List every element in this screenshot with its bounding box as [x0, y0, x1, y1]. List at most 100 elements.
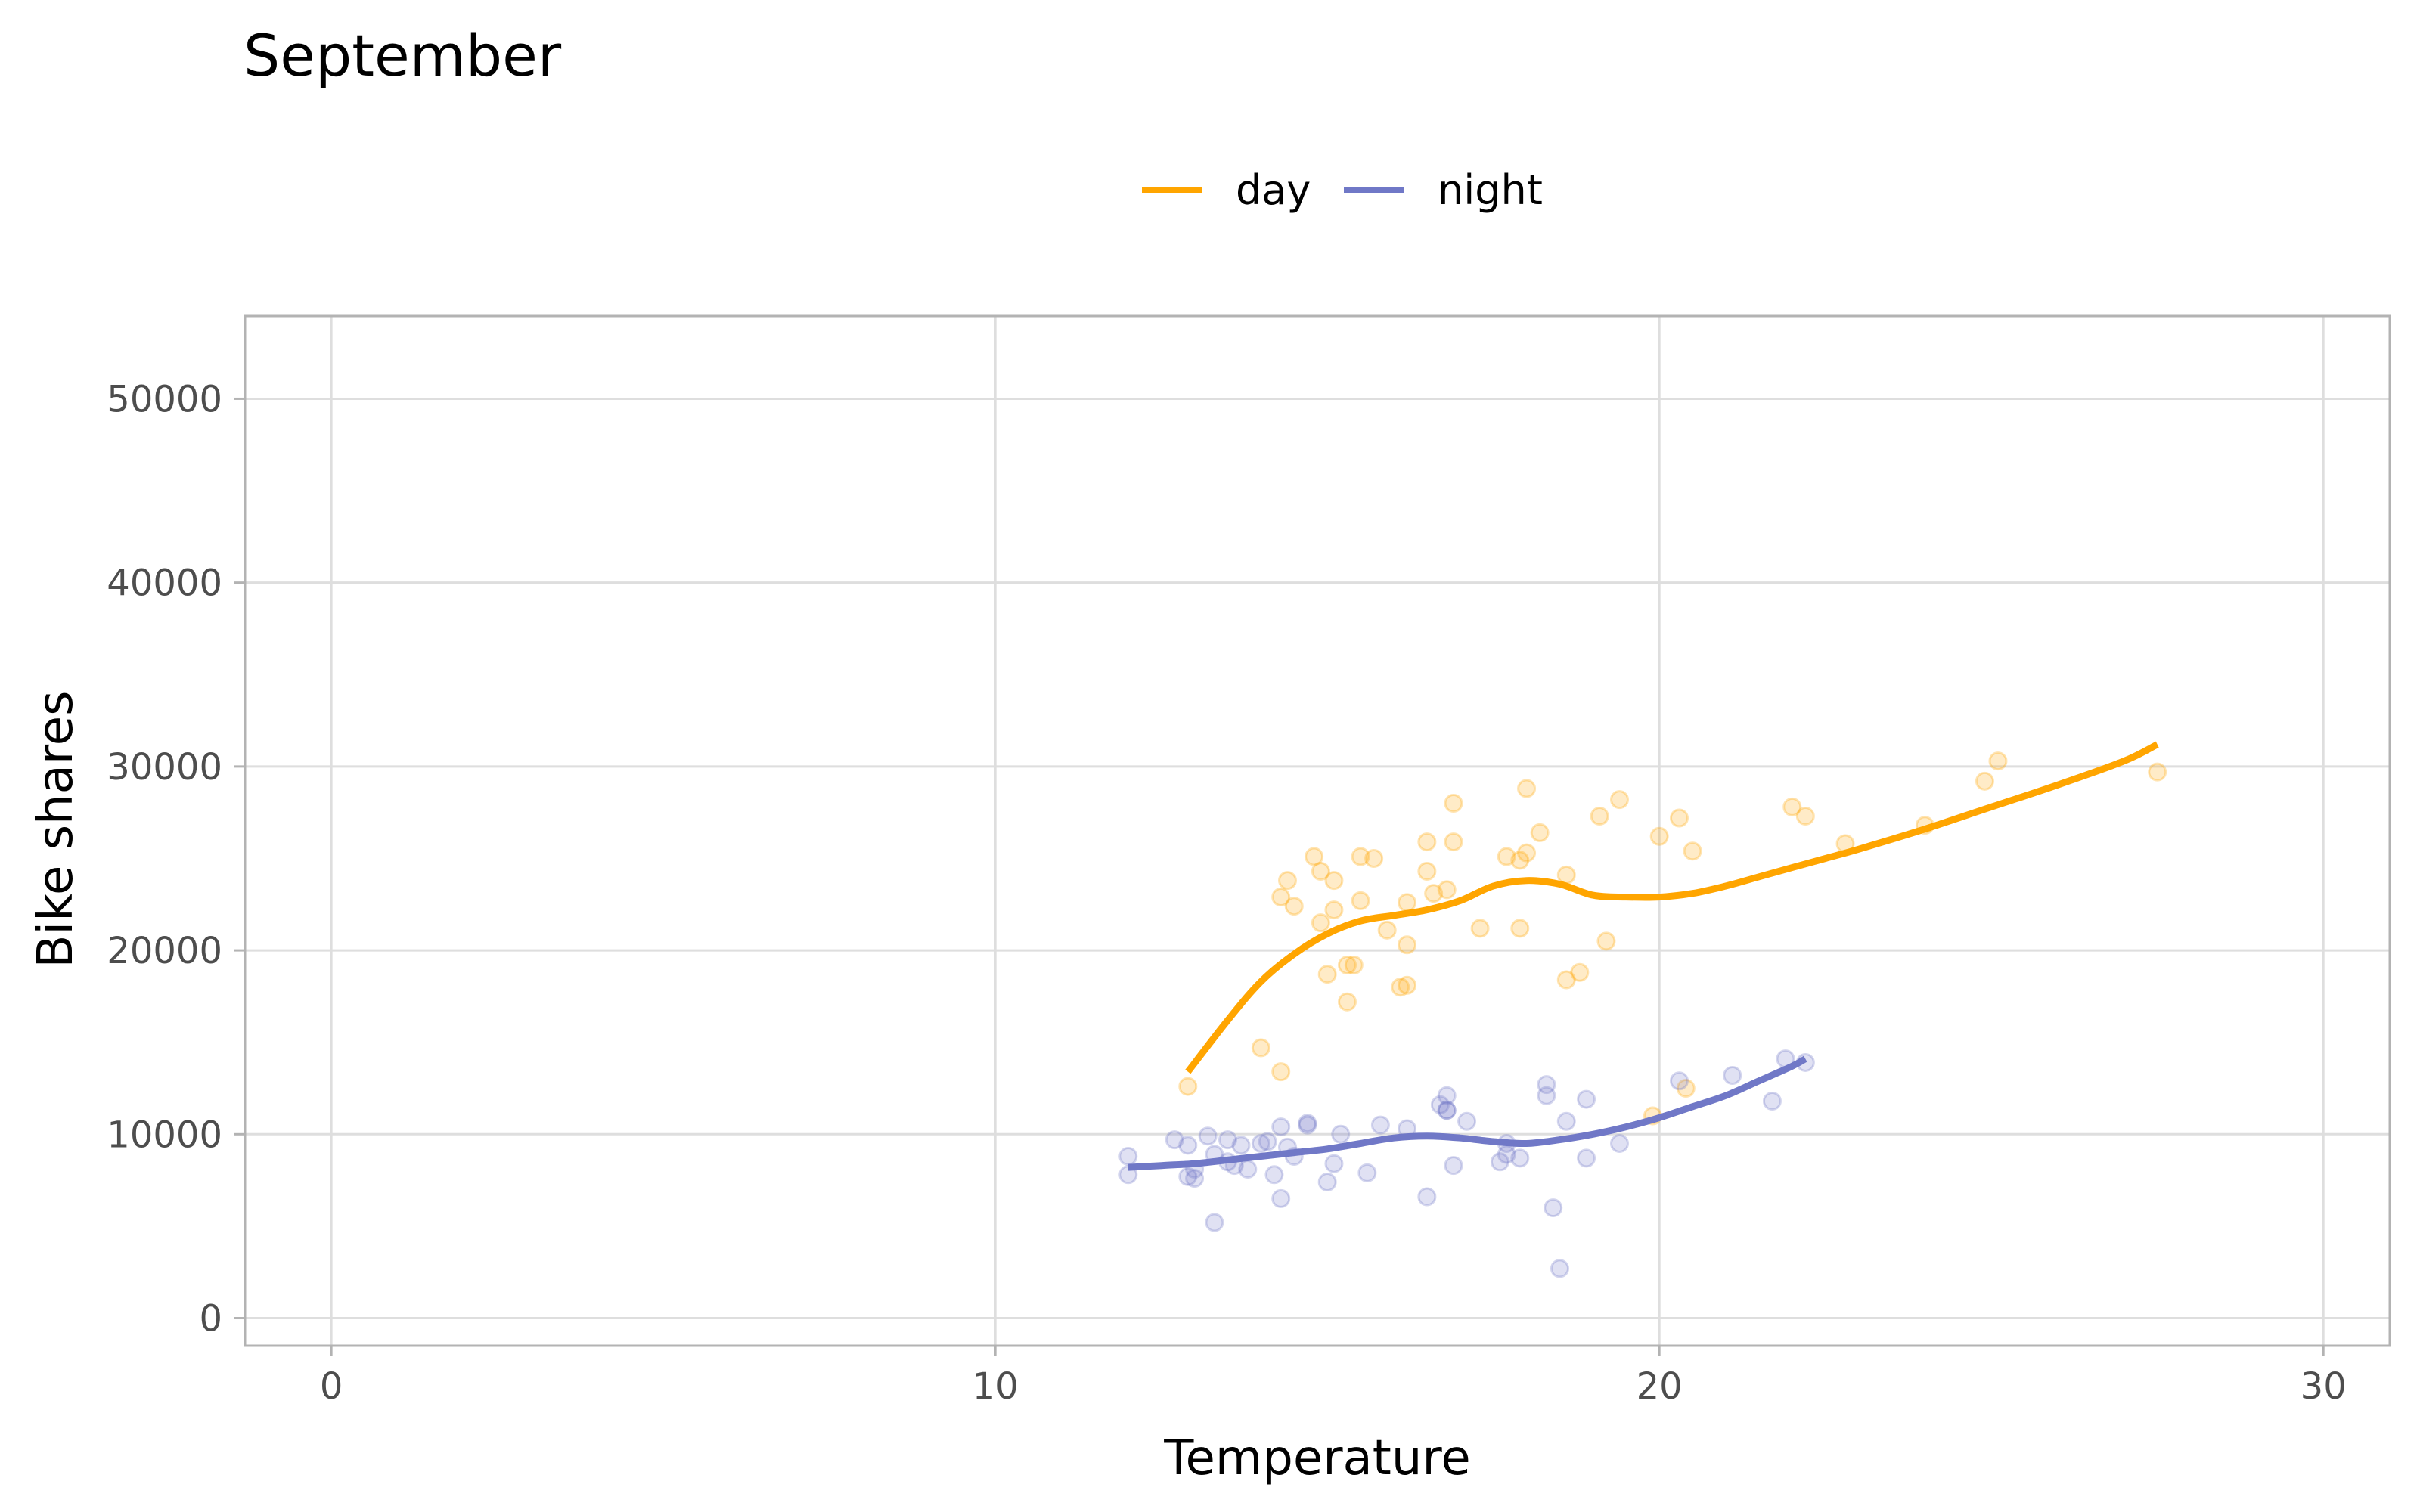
- data-point-night: [1258, 1132, 1277, 1151]
- data-point-day: [1284, 897, 1304, 916]
- data-point-day: [1377, 920, 1397, 940]
- chart-title: September: [244, 22, 562, 89]
- y-tick-label: 0: [199, 1298, 222, 1340]
- data-point-day: [1317, 965, 1337, 984]
- data-point-night: [1165, 1130, 1184, 1150]
- data-point-day: [1975, 771, 1994, 791]
- data-point-night: [1670, 1071, 1689, 1091]
- data-point-day: [1497, 847, 1516, 866]
- data-point-night: [1490, 1152, 1509, 1172]
- data-point-night: [1723, 1065, 1742, 1085]
- data-point-night: [1556, 1111, 1576, 1131]
- data-point-night: [1430, 1095, 1450, 1114]
- data-point-day: [1424, 884, 1444, 903]
- data-point-night: [1510, 1148, 1530, 1168]
- data-point-night: [1185, 1169, 1205, 1188]
- trend-line-night: [1128, 1055, 1807, 1171]
- x-tick-label: 20: [1637, 1365, 1683, 1408]
- data-point-day: [1344, 956, 1364, 975]
- data-point-night: [1417, 1187, 1437, 1207]
- y-tick-label: 10000: [107, 1114, 222, 1156]
- data-point-day: [1609, 790, 1629, 810]
- data-point-night: [1497, 1145, 1516, 1164]
- data-point-day: [1782, 797, 1802, 816]
- y-tick-label: 20000: [107, 930, 222, 972]
- data-point-night: [1550, 1259, 1569, 1278]
- data-point-day: [1444, 832, 1463, 852]
- data-point-night: [1577, 1148, 1596, 1168]
- data-point-day: [1338, 956, 1357, 975]
- data-point-night: [1231, 1136, 1251, 1155]
- y-tick-label: 40000: [107, 562, 222, 605]
- data-point-day: [1391, 978, 1410, 997]
- data-point-day: [1596, 931, 1616, 951]
- y-tick-label: 30000: [107, 746, 222, 789]
- scatter-points: [1118, 751, 2167, 1278]
- data-point-night: [1437, 1086, 1457, 1105]
- data-point-night: [1357, 1163, 1377, 1182]
- data-point-night: [1271, 1117, 1291, 1137]
- legend: day night: [1142, 166, 1543, 214]
- data-point-night: [1577, 1089, 1596, 1109]
- data-point-day: [1510, 850, 1530, 870]
- data-point-day: [1570, 962, 1590, 982]
- data-point-day: [1398, 935, 1417, 955]
- data-point-day: [1311, 913, 1330, 933]
- data-point-day: [1649, 826, 1669, 846]
- data-point-day: [1364, 848, 1384, 868]
- data-point-night: [1444, 1156, 1463, 1176]
- y-tick-label: 50000: [107, 378, 222, 420]
- data-point-night: [1317, 1173, 1337, 1192]
- data-point-night: [1251, 1133, 1270, 1153]
- data-point-night: [1198, 1126, 1218, 1146]
- data-point-day: [1398, 975, 1417, 995]
- data-point-night: [1437, 1101, 1457, 1120]
- data-point-night: [1205, 1213, 1224, 1232]
- data-point-day: [1251, 1038, 1270, 1058]
- gridlines: [245, 316, 2390, 1346]
- legend-label-day: day: [1236, 166, 1311, 214]
- data-point-day: [1338, 992, 1357, 1012]
- data-point-night: [1178, 1136, 1198, 1155]
- data-point-day: [1683, 841, 1702, 861]
- data-point-night: [1178, 1167, 1198, 1186]
- data-point-day: [1444, 794, 1463, 813]
- data-point-night: [1264, 1165, 1284, 1185]
- data-point-day: [1517, 843, 1537, 863]
- data-point-day: [1556, 865, 1576, 885]
- data-point-day: [1178, 1077, 1198, 1096]
- data-point-day: [1795, 807, 1815, 826]
- x-axis-ticks: 0 10 20 30: [320, 1346, 2347, 1408]
- data-point-day: [1556, 970, 1576, 990]
- trend-line-day: [1185, 741, 2159, 1074]
- data-point-night: [1370, 1115, 1390, 1135]
- data-point-day: [1417, 832, 1437, 852]
- x-tick-label: 30: [2301, 1365, 2347, 1408]
- data-point-night: [1537, 1086, 1556, 1105]
- data-point-night: [1331, 1124, 1351, 1144]
- data-point-night: [1544, 1198, 1563, 1218]
- data-point-night: [1271, 1188, 1291, 1208]
- data-point-day: [1676, 1079, 1696, 1098]
- y-axis-title: Bike shares: [28, 691, 84, 968]
- data-point-day: [1470, 919, 1490, 938]
- data-point-day: [1510, 919, 1530, 938]
- data-point-day: [1398, 893, 1417, 912]
- legend-label-night: night: [1438, 166, 1543, 214]
- x-tick-label: 10: [973, 1365, 1019, 1408]
- data-point-night: [1298, 1115, 1317, 1135]
- data-point-night: [1118, 1146, 1138, 1166]
- data-point-night: [1238, 1160, 1258, 1179]
- data-point-day: [1311, 862, 1330, 881]
- data-point-day: [1351, 891, 1370, 910]
- data-point-day: [1590, 807, 1609, 826]
- data-point-day: [1271, 1062, 1291, 1082]
- y-axis-ticks: 0 10000 20000 30000 40000 50000: [107, 378, 245, 1340]
- plot-panel: [244, 314, 2391, 1347]
- data-point-day: [1670, 808, 1689, 828]
- data-point-day: [1277, 871, 1297, 891]
- trend-lines: [1128, 741, 2159, 1171]
- x-axis-title: Temperature: [1163, 1430, 1470, 1486]
- data-point-night: [1457, 1111, 1477, 1131]
